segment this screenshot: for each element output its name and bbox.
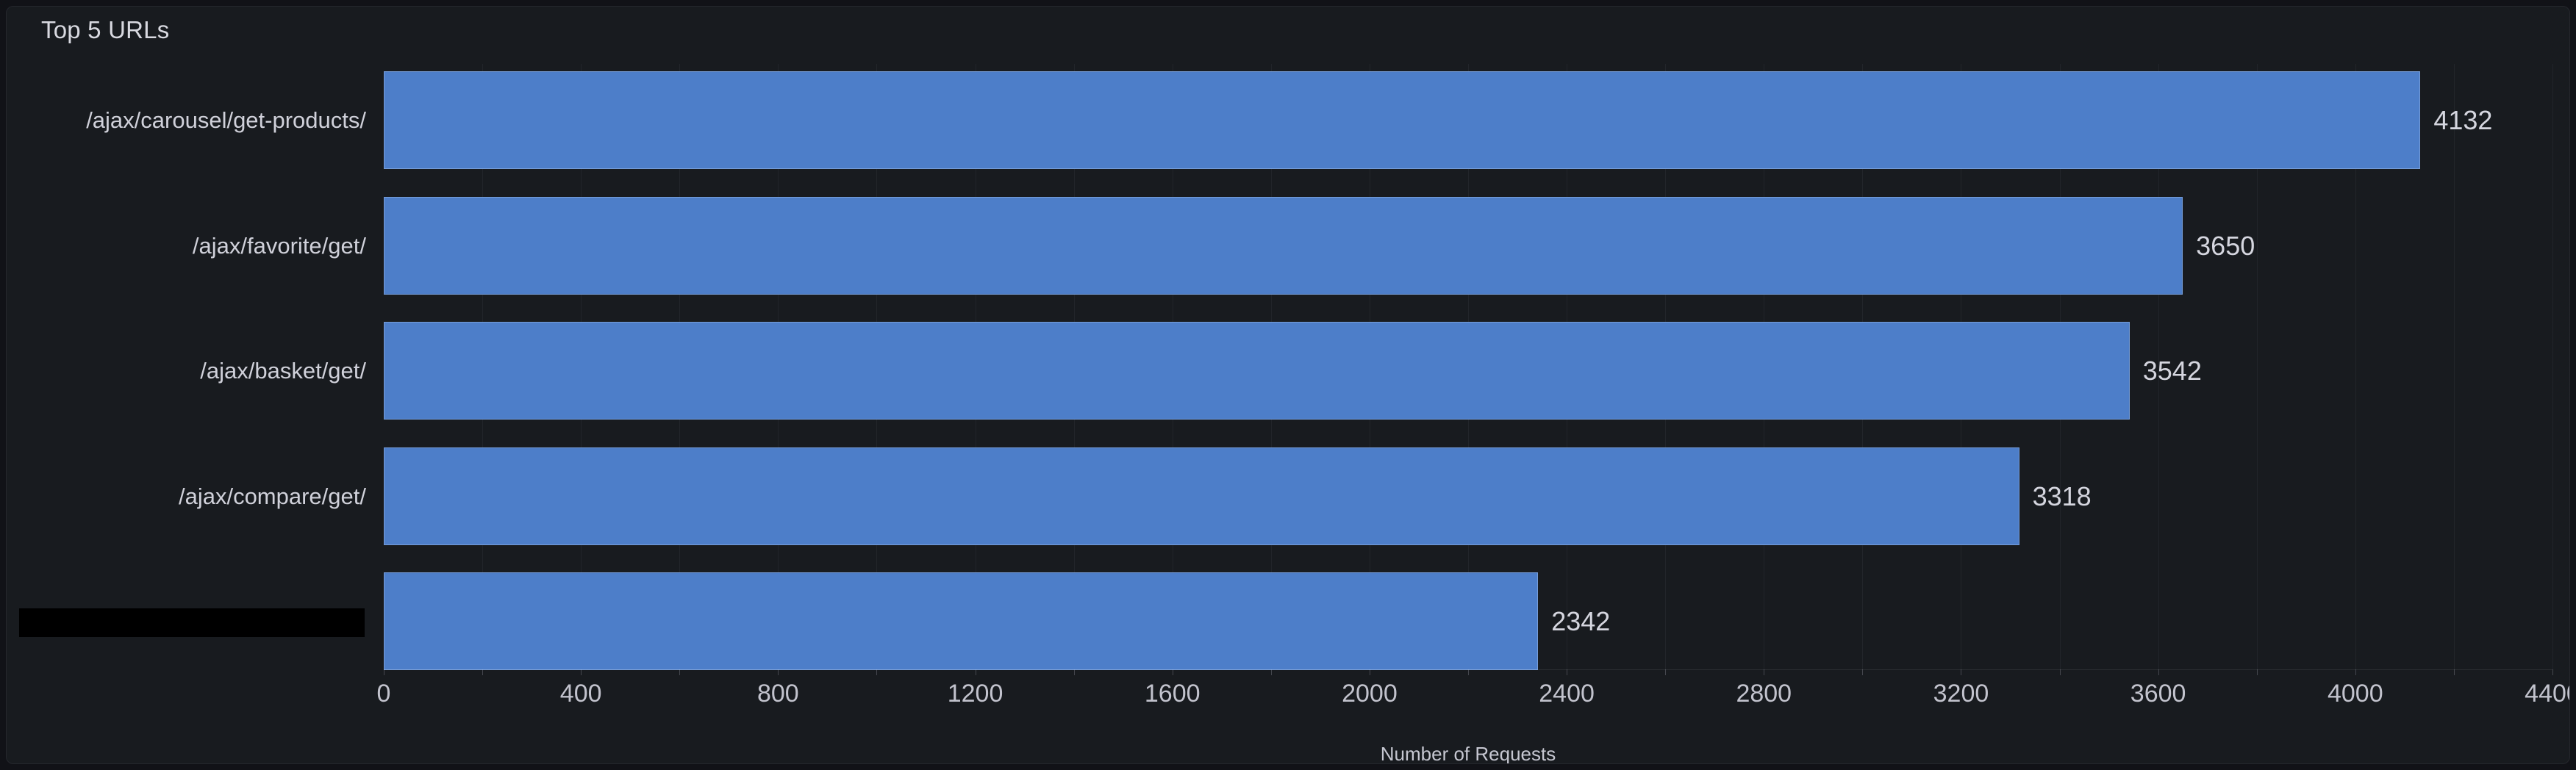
bar-row: 2342: [7, 572, 2569, 670]
x-axis-tick-label: 800: [756, 680, 799, 708]
x-axis-tick-label: 2800: [1736, 680, 1792, 708]
bar[interactable]: [384, 447, 2019, 545]
value-label: 3650: [2196, 230, 2255, 261]
bar-row: /ajax/compare/get/3318: [7, 447, 2569, 545]
redacted-label-mask: [19, 608, 365, 637]
gridline: [2355, 64, 2356, 669]
x-axis-tick-mark: [679, 669, 681, 675]
x-axis-tick-mark: [1862, 669, 1864, 675]
x-axis-tick-label: 2000: [1342, 680, 1398, 708]
category-label: /ajax/favorite/get/: [192, 232, 366, 259]
bar-row: /ajax/basket/get/3542: [7, 322, 2569, 420]
gridline: [2256, 64, 2258, 669]
value-label: 2342: [1551, 606, 1611, 636]
x-axis-tick-label: 3600: [2130, 680, 2186, 708]
bar-row: /ajax/carousel/get-products/4132: [7, 71, 2569, 169]
x-axis-tick-mark: [778, 669, 779, 675]
chart-panel: Top 5 URLs /ajax/carousel/get-products/4…: [6, 6, 2570, 764]
panel-header[interactable]: Top 5 URLs: [7, 7, 2569, 60]
bar[interactable]: [384, 572, 1539, 670]
bar-chart: /ajax/carousel/get-products/4132/ajax/fa…: [7, 7, 2569, 763]
x-axis-tick-label: 400: [559, 680, 602, 708]
x-axis-line: [384, 669, 2552, 670]
x-axis-tick-mark: [2059, 669, 2061, 675]
category-label: /ajax/compare/get/: [178, 483, 366, 509]
value-label: 4132: [2433, 105, 2493, 135]
bar[interactable]: [384, 71, 2421, 169]
x-axis-tick-mark: [1665, 669, 1667, 675]
x-axis-tick-mark: [2158, 669, 2159, 675]
category-label: /ajax/basket/get/: [200, 358, 366, 384]
x-axis-tick-mark: [2355, 669, 2356, 675]
gridline: [2552, 64, 2553, 669]
x-axis-tick-label: 2400: [1539, 680, 1595, 708]
x-axis-tick-mark: [2256, 669, 2258, 675]
x-axis-tick-mark: [2552, 669, 2553, 675]
x-axis-title: Number of Requests: [1380, 743, 1556, 764]
panel-title: Top 5 URLs: [41, 16, 170, 43]
x-axis-tick-label: 1600: [1144, 680, 1201, 708]
x-axis-tick-label: 1200: [947, 680, 1003, 708]
gridline: [2158, 64, 2159, 669]
value-label: 3318: [2032, 481, 2092, 511]
gridline: [2453, 64, 2455, 669]
x-axis-tick-mark: [2453, 669, 2455, 675]
x-axis-tick-mark: [1468, 669, 1469, 675]
x-axis-tick-label: 4000: [2327, 680, 2383, 708]
category-label: /ajax/carousel/get-products/: [86, 107, 366, 133]
x-axis-tick-mark: [1270, 669, 1272, 675]
x-axis-tick-label: 0: [376, 680, 391, 708]
bar-row: /ajax/favorite/get/3650: [7, 196, 2569, 295]
value-label: 3542: [2142, 356, 2202, 386]
x-axis-tick-label: 4400: [2525, 680, 2569, 708]
x-axis-tick-mark: [876, 669, 878, 675]
bar[interactable]: [384, 322, 2130, 420]
x-axis-tick-mark: [581, 669, 582, 675]
x-axis-tick-mark: [1073, 669, 1075, 675]
x-axis-tick-mark: [482, 669, 484, 675]
bar[interactable]: [384, 196, 2183, 295]
x-axis-tick-label: 3200: [1933, 680, 1989, 708]
